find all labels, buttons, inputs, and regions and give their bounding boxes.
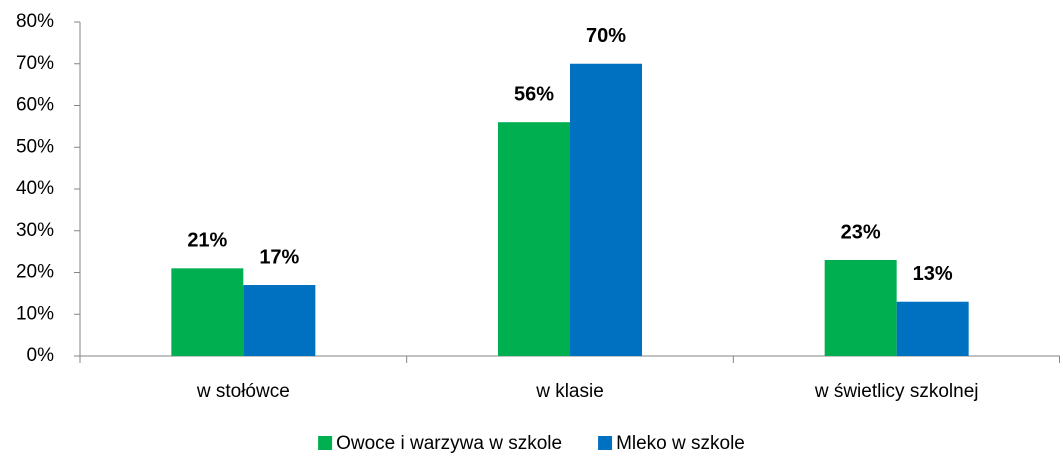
y-tick-label: 0%	[27, 345, 55, 366]
y-tick-label: 20%	[16, 262, 54, 283]
x-tick-label: w świetlicy szkolnej	[814, 381, 979, 402]
legend-label: Mleko w szkole	[616, 433, 745, 454]
bar	[171, 268, 244, 356]
y-tick-label: 30%	[16, 220, 54, 241]
value-label: 70%	[586, 25, 626, 47]
value-label: 56%	[514, 83, 554, 105]
bar	[570, 63, 642, 356]
value-label: 13%	[913, 263, 953, 285]
bar	[243, 285, 316, 356]
y-tick-label: 10%	[16, 303, 54, 324]
bar	[896, 301, 969, 356]
y-tick-label: 80%	[16, 11, 54, 32]
bar	[824, 259, 897, 356]
y-tick-label: 50%	[16, 136, 54, 157]
y-tick-label: 60%	[16, 95, 54, 116]
y-tick-label: 40%	[16, 178, 54, 199]
x-tick-label: w stołówce	[196, 381, 290, 402]
y-tick-label: 70%	[16, 53, 54, 74]
legend-swatch	[598, 436, 613, 450]
value-label: 21%	[187, 230, 227, 252]
value-label: 17%	[259, 246, 299, 268]
x-tick-label: w klasie	[535, 381, 604, 402]
legend-swatch	[318, 436, 333, 450]
bar	[498, 122, 570, 356]
value-label: 23%	[841, 221, 881, 243]
legend-label: Owoce i warzywa w szkole	[336, 433, 562, 454]
